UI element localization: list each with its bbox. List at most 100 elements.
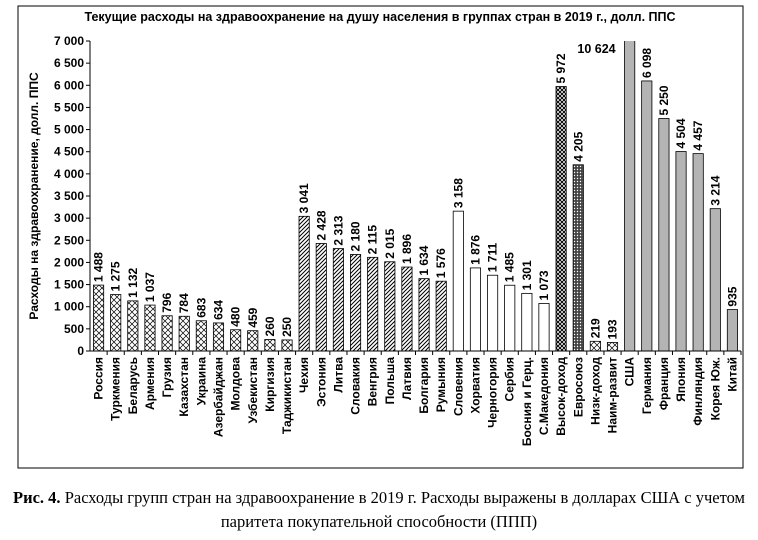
x-tick-label: Финляндия: [691, 357, 705, 426]
x-tick-label: Таджикистан: [280, 357, 294, 434]
x-tick-label: Корея Юж.: [708, 357, 722, 420]
value-label: 1 275: [109, 261, 123, 291]
x-tick-label: США: [623, 357, 637, 387]
bar: [572, 164, 584, 352]
value-label: 459: [246, 307, 260, 327]
value-label: 3 041: [297, 183, 311, 213]
y-tick-label: 4 000: [54, 167, 84, 181]
bar: [675, 151, 687, 352]
value-label: 4 504: [674, 118, 688, 148]
x-tick-label: Туркмения: [109, 357, 123, 421]
x-tick-label: Сербия: [503, 357, 517, 401]
bar: [487, 274, 499, 352]
value-label: 6 098: [640, 48, 654, 78]
value-label: 784: [177, 293, 191, 313]
value-label: 1 876: [468, 235, 482, 265]
value-label: 3 158: [451, 178, 465, 208]
y-tick-label: 6 500: [54, 56, 84, 70]
y-tick-label: 1 000: [54, 300, 84, 314]
y-tick-label: 6 000: [54, 78, 84, 92]
x-tick-label: Украина: [194, 357, 208, 406]
x-tick-label: Беларусь: [126, 357, 140, 414]
value-label: 480: [229, 306, 243, 326]
bar: [212, 322, 225, 352]
bar: [401, 266, 413, 352]
x-tick-label: Черногория: [486, 357, 500, 428]
bar: [298, 215, 310, 352]
y-tick-label: 4 500: [54, 145, 84, 159]
value-label: 634: [211, 300, 225, 320]
value-label: 935: [725, 286, 739, 306]
x-tick-label: Казахстан: [177, 357, 191, 417]
caption-text: Расходы групп стран на здравоохранение в…: [64, 488, 745, 531]
value-label: 1 576: [434, 248, 448, 278]
bar: [709, 208, 721, 352]
x-tick-label: Венгрия: [366, 357, 380, 406]
bar: [726, 309, 738, 352]
x-tick-label: Польша: [383, 357, 397, 405]
value-label: 1 634: [417, 245, 431, 275]
x-tick-label: Франция: [657, 357, 671, 410]
bar: [606, 342, 619, 352]
bar: [161, 315, 173, 352]
bar: [332, 248, 344, 352]
bar: [178, 315, 190, 352]
value-label: 1 037: [143, 272, 157, 302]
x-tick-label: Литва: [331, 357, 345, 393]
y-tick-label: 0: [77, 344, 84, 358]
x-tick-label: Словакия: [349, 357, 363, 415]
bar: [538, 303, 550, 352]
bar: [195, 320, 207, 352]
x-tick-label: Германия: [640, 357, 654, 414]
value-label: 1 896: [400, 234, 414, 264]
bar: [384, 261, 396, 352]
bar: [452, 210, 464, 352]
x-tick-label: Болгария: [417, 357, 431, 414]
x-tick-label: Словения: [451, 357, 465, 416]
value-label: 2 180: [349, 221, 363, 251]
value-label: 4 457: [691, 120, 705, 150]
value-label: 250: [280, 317, 294, 337]
x-tick-label: Киргизия: [263, 357, 277, 412]
bar: [110, 294, 122, 352]
bar: [144, 304, 156, 352]
bar: [641, 80, 653, 352]
bar: [349, 254, 362, 352]
bar: [624, 41, 636, 352]
y-tick-label: 3 500: [54, 189, 84, 203]
x-tick-label: Россия: [92, 357, 106, 400]
chart: Текущие расходы на здравоохранение на ду…: [17, 5, 744, 469]
x-tick-label: Азербайджан: [211, 357, 225, 437]
value-label: 4 205: [571, 131, 585, 161]
x-tick-label: Китай: [725, 357, 739, 392]
bar: [658, 118, 670, 352]
value-label: 1 711: [486, 243, 500, 273]
x-tick-label: С.Македония: [537, 357, 551, 435]
x-tick-label: Низк-доход: [588, 357, 602, 425]
x-tick-label: Латвия: [400, 357, 414, 400]
x-tick-label: Румыния: [434, 357, 448, 412]
x-tick-label: Армения: [143, 357, 157, 410]
value-label: 1 132: [126, 268, 140, 298]
x-tick-label: Грузия: [160, 357, 174, 397]
caption-label: Рис. 4.: [13, 488, 61, 507]
x-tick-label: Эстония: [314, 357, 328, 407]
bar: [281, 339, 293, 352]
value-label: 1 485: [503, 252, 517, 282]
x-tick-label: Наим-развит: [606, 357, 620, 433]
y-tick-label: 5 000: [54, 123, 84, 137]
y-tick-label: 2 500: [54, 233, 84, 247]
y-tick-label: 7 000: [54, 34, 84, 48]
value-label: 193: [606, 319, 620, 339]
x-tick-label: Япония: [674, 357, 688, 402]
bar: [264, 339, 276, 352]
bar: [521, 292, 533, 352]
bar: [367, 256, 379, 352]
bar: [469, 267, 481, 352]
y-axis-label: Расходы на здравоохранение, долл. ППС: [27, 72, 41, 320]
bar: [247, 330, 259, 352]
x-tick-label: Босния и Герц.: [520, 357, 534, 446]
value-label: 2 115: [366, 225, 380, 255]
x-tick-label: Высок-доход: [554, 357, 568, 436]
